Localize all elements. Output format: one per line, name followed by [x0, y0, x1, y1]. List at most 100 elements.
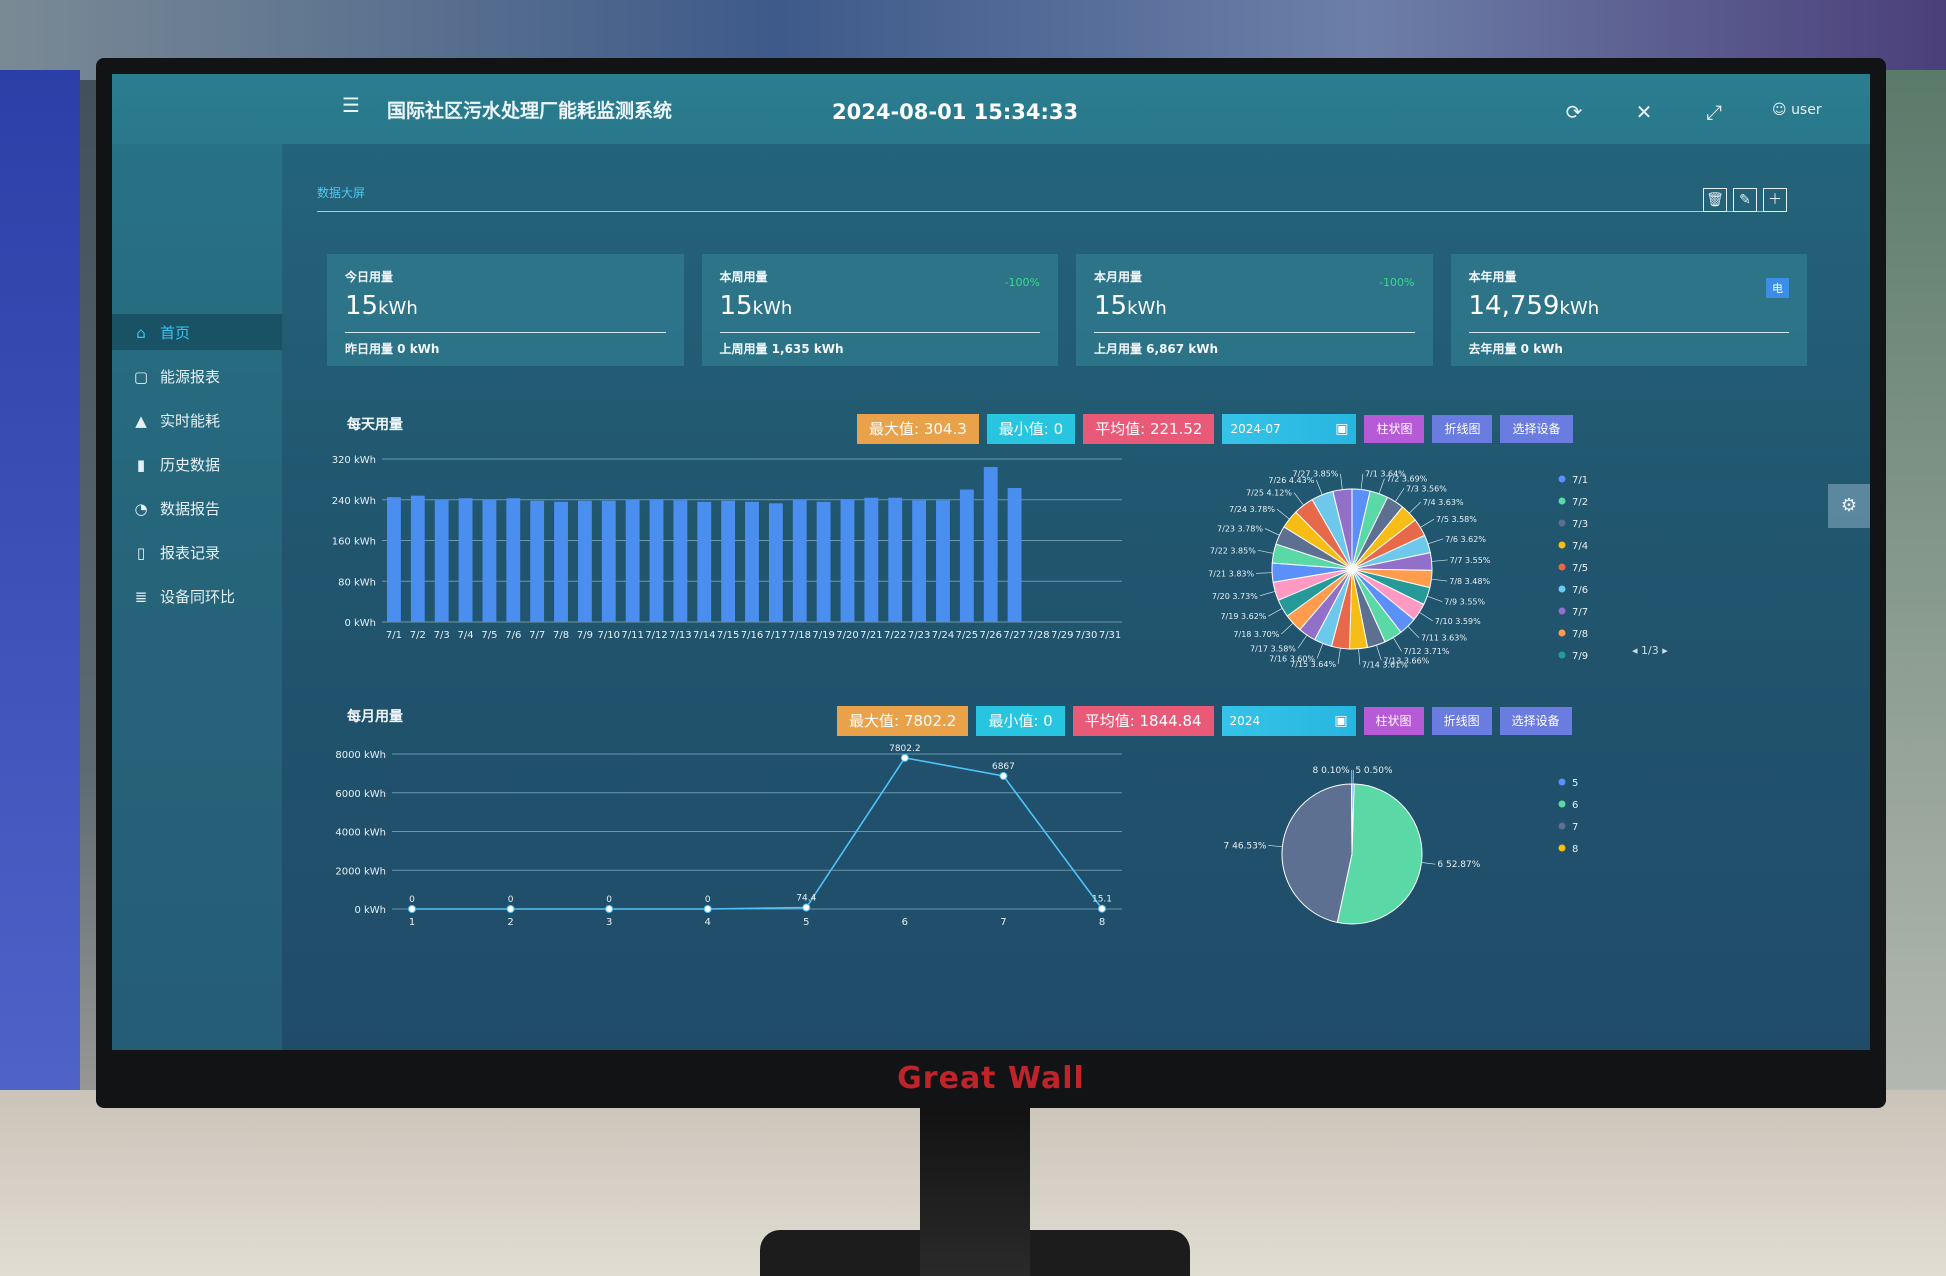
- card-divider: [1094, 332, 1415, 333]
- x-tick-label: 7/19: [812, 630, 834, 641]
- legend-label: 7/4: [1572, 541, 1588, 552]
- x-tick-label: 7/14: [693, 630, 715, 641]
- bar: [577, 500, 592, 622]
- bar: [673, 500, 688, 622]
- x-tick-label: 7/11: [621, 630, 643, 641]
- card-change: -100%: [1379, 276, 1415, 289]
- sidebar-item-history[interactable]: ▮ 历史数据: [132, 454, 220, 475]
- bar: [554, 501, 568, 622]
- daily-month-picker[interactable]: 2024-07 ▣: [1222, 414, 1357, 444]
- y-tick-label: 8000 kWh: [335, 750, 386, 761]
- sidebar-item-report-records[interactable]: ▯ 报表记录: [132, 542, 220, 563]
- x-tick-label: 7/5: [481, 630, 497, 641]
- collapse-icon[interactable]: ✕: [1635, 100, 1653, 124]
- legend-marker: [1558, 822, 1566, 830]
- monthly-year-picker[interactable]: 2024 ▣: [1221, 706, 1356, 736]
- monthly-select-device-button[interactable]: 选择设备: [1499, 707, 1572, 735]
- bar: [1007, 488, 1022, 622]
- x-tick-label: 7/4: [458, 630, 474, 641]
- sidebar-item-energy-report[interactable]: ▢ 能源报表: [132, 366, 220, 387]
- daily-line-chart-button[interactable]: 折线图: [1432, 415, 1493, 443]
- pie-slice: [1281, 783, 1353, 924]
- pie-slice-label: 7/16 3.60%: [1269, 654, 1315, 663]
- pie-leader-line: [1431, 559, 1448, 562]
- pie-slice-label: 7/26 4.43%: [1268, 476, 1314, 485]
- card-value: 15kWh: [1094, 291, 1167, 321]
- card-change: -100%: [1004, 276, 1040, 289]
- sidebar-item-label: 实时能耗: [160, 412, 221, 430]
- screen: ☰ 国际社区污水处理厂能耗监测系统 2024-08-01 15:34:33 ⟳ …: [112, 74, 1870, 1050]
- x-tick-label: 1: [409, 917, 415, 928]
- legend-pager[interactable]: ◂ 1/3 ▸: [1632, 644, 1668, 657]
- tab-bar: 数据大屏 🗑 ✎ ＋: [317, 184, 1787, 212]
- legend-marker: [1558, 519, 1566, 527]
- bar: [864, 497, 879, 622]
- sidebar-item-home[interactable]: ⌂ 首页: [132, 322, 190, 343]
- bar-chart-icon: ▮: [136, 455, 146, 474]
- bar: [649, 499, 664, 622]
- x-tick-label: 7/10: [598, 630, 620, 641]
- x-tick-label: 7/27: [1003, 630, 1025, 641]
- add-icon[interactable]: ＋: [1763, 188, 1787, 212]
- sidebar-item-data-report[interactable]: ◔ 数据报告: [132, 498, 220, 519]
- energy-type-badge[interactable]: 电: [1766, 278, 1789, 298]
- data-label: 0: [409, 895, 415, 905]
- list-icon: ≣: [134, 587, 148, 606]
- y-tick-label: 2000 kWh: [335, 866, 386, 877]
- pie-slice-label: 7/5 3.58%: [1436, 515, 1477, 524]
- daily-pie-chart: 7/1 3.64%7/2 3.69%7/3 3.56% 7/4 3.63% 7/5 …: [1208, 470, 1588, 669]
- card-label: 本周用量: [719, 270, 768, 284]
- pie-slice-label: 7/10 3.59%: [1435, 617, 1481, 626]
- delete-icon[interactable]: 🗑: [1703, 188, 1727, 212]
- y-tick-label: 320 kWh: [332, 455, 376, 466]
- background-right-monitor: [1886, 70, 1946, 1090]
- pie-leader-line: [1257, 549, 1274, 554]
- tab-data-screen[interactable]: 数据大屏: [317, 186, 366, 200]
- card-label: 本年用量: [1468, 270, 1517, 284]
- pie-leader-line: [1256, 572, 1273, 574]
- pie-leader-line: [1264, 528, 1280, 536]
- user-menu[interactable]: ☺ user: [1772, 102, 1822, 118]
- refresh-icon[interactable]: ⟳: [1565, 100, 1583, 124]
- bar: [482, 499, 497, 622]
- legend-marker: [1558, 541, 1566, 549]
- pie-slice-label: 7/13 3.66%: [1383, 656, 1429, 665]
- pie-leader-line: [1276, 508, 1290, 520]
- settings-gear-icon[interactable]: ⚙: [1828, 484, 1870, 528]
- menu-toggle-icon[interactable]: ☰: [342, 93, 360, 117]
- monthly-usage-title: 每月用量: [347, 709, 403, 725]
- fullscreen-icon[interactable]: ⤢: [1706, 100, 1722, 124]
- x-tick-label: 3: [606, 917, 612, 928]
- pie-leader-line: [1340, 473, 1343, 490]
- edit-icon[interactable]: ✎: [1733, 188, 1757, 212]
- x-tick-label: 7/3: [434, 630, 450, 641]
- monthly-line-chart-button[interactable]: 折线图: [1431, 707, 1492, 735]
- pie-leader-line: [1268, 608, 1283, 617]
- x-tick-label: 7/13: [669, 630, 691, 641]
- bar: [506, 498, 521, 622]
- x-tick-label: 7/21: [860, 630, 882, 641]
- daily-usage-title: 每天用量: [347, 417, 403, 433]
- pie-leader-line: [1316, 643, 1324, 659]
- legend-marker: [1558, 844, 1566, 852]
- bar: [745, 501, 759, 622]
- legend-label: 7/7: [1572, 607, 1588, 618]
- bar: [410, 495, 425, 622]
- daily-select-device-button[interactable]: 选择设备: [1500, 415, 1573, 443]
- sidebar-item-realtime[interactable]: ▲ 实时能耗: [132, 410, 220, 431]
- sidebar-item-device-compare[interactable]: ≣ 设备同环比: [132, 586, 235, 607]
- data-label: 7802.2: [889, 744, 921, 754]
- app-title: 国际社区污水处理厂能耗监测系统: [387, 100, 673, 122]
- monthly-pie-chart: 5 0.50% 6 52.87% 7 46.53% 8 0.10% 5 6 7 8: [1224, 766, 1578, 925]
- pie-leader-line: [1395, 488, 1405, 502]
- x-tick-label: 7/18: [789, 630, 811, 641]
- card-divider: [1468, 332, 1789, 333]
- y-tick-label: 80 kWh: [338, 577, 376, 588]
- legend-marker: [1558, 475, 1566, 483]
- monthly-bar-chart-button[interactable]: 柱状图: [1363, 707, 1424, 735]
- pie-leader-line: [1297, 634, 1308, 649]
- y-tick-label: 240 kWh: [332, 496, 376, 507]
- daily-bar-chart-button[interactable]: 柱状图: [1364, 415, 1425, 443]
- pie-leader-line: [1427, 538, 1444, 545]
- legend-marker: [1558, 800, 1566, 808]
